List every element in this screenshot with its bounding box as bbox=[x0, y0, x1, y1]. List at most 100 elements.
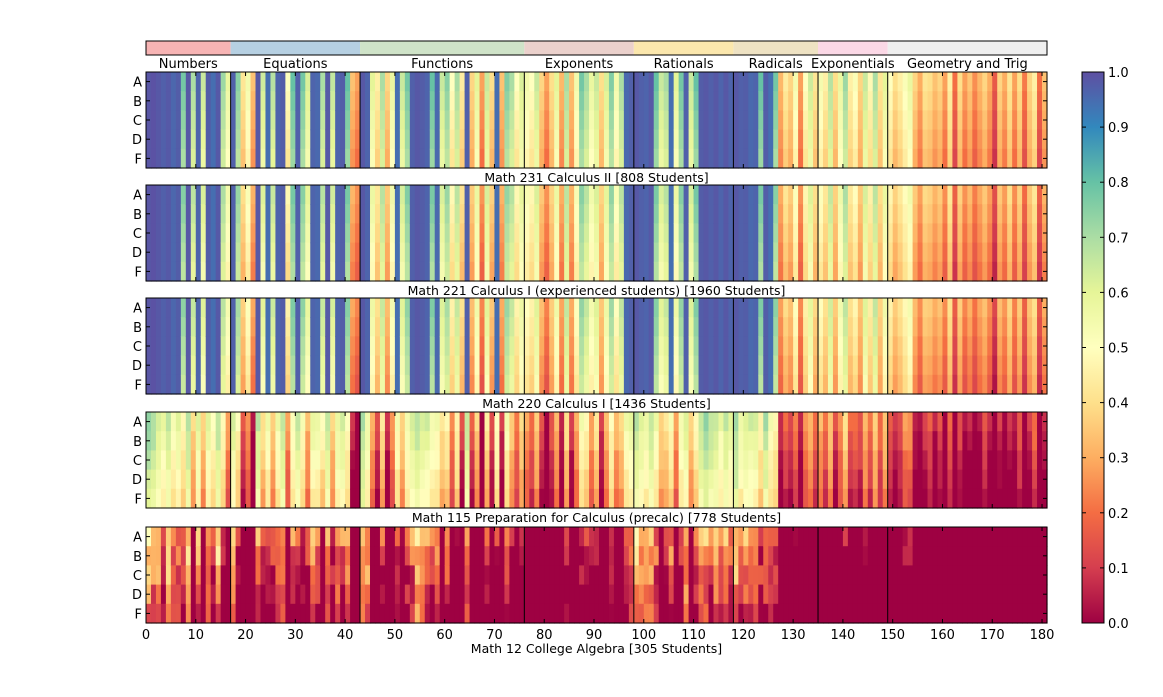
heatmap-cell bbox=[793, 72, 799, 92]
heatmap-cell bbox=[210, 565, 217, 586]
heatmap-cell bbox=[474, 204, 481, 224]
heatmap-cell bbox=[379, 242, 386, 263]
heatmap-cell bbox=[628, 450, 635, 471]
heatmap-cell bbox=[937, 204, 944, 224]
heatmap-cell bbox=[698, 129, 705, 150]
heatmap-cell bbox=[967, 336, 973, 357]
heatmap-cell bbox=[887, 129, 894, 150]
heatmap-cell bbox=[464, 431, 471, 451]
heatmap-cell bbox=[534, 298, 540, 318]
heatmap-cell bbox=[997, 527, 1003, 547]
heatmap-cell bbox=[633, 355, 640, 376]
heatmap-cell bbox=[783, 110, 789, 131]
heatmap-cell bbox=[1012, 412, 1018, 432]
heatmap-cell bbox=[648, 317, 655, 337]
heatmap-cell bbox=[394, 185, 401, 205]
heatmap-cell bbox=[205, 469, 212, 490]
heatmap-cell bbox=[1017, 242, 1023, 263]
heatmap-cell bbox=[514, 204, 520, 224]
heatmap-cell bbox=[748, 72, 754, 92]
heatmap-cell bbox=[355, 355, 361, 376]
heatmap-cell bbox=[743, 242, 749, 263]
heatmap-cell bbox=[763, 129, 769, 150]
heatmap-cell bbox=[559, 72, 565, 92]
heatmap-cell bbox=[862, 185, 869, 205]
heatmap-cell bbox=[479, 148, 486, 169]
heatmap-cell bbox=[813, 298, 819, 318]
heatmap-cell bbox=[1022, 412, 1028, 432]
heatmap-cell bbox=[643, 223, 650, 244]
heatmap-cell bbox=[260, 204, 267, 224]
heatmap-cell bbox=[180, 336, 187, 357]
heatmap-cell bbox=[808, 204, 814, 224]
heatmap-cell bbox=[394, 298, 401, 318]
heatmap-cell bbox=[175, 223, 182, 244]
heatmap-cell bbox=[827, 298, 834, 318]
heatmap-cell bbox=[763, 110, 769, 131]
heatmap-cell bbox=[952, 546, 958, 566]
heatmap-cell bbox=[877, 565, 884, 586]
heatmap-cell bbox=[713, 450, 720, 471]
row-label: F bbox=[135, 492, 142, 507]
heatmap-cell bbox=[1002, 488, 1008, 509]
heatmap-cell bbox=[713, 72, 720, 92]
heatmap-cell bbox=[972, 204, 978, 224]
heatmap-cell bbox=[827, 412, 834, 432]
heatmap-cell bbox=[165, 223, 172, 244]
heatmap-cell bbox=[758, 527, 764, 547]
heatmap-cell bbox=[444, 355, 451, 376]
heatmap-cell bbox=[723, 527, 730, 547]
heatmap-cell bbox=[290, 72, 296, 92]
heatmap-cell bbox=[594, 374, 600, 395]
heatmap-cell bbox=[608, 110, 615, 131]
heatmap-cell bbox=[230, 469, 237, 490]
heatmap-cell bbox=[180, 450, 187, 471]
heatmap-cell bbox=[713, 546, 720, 566]
heatmap-cell bbox=[653, 223, 660, 244]
heatmap-cell bbox=[185, 91, 192, 111]
heatmap-cell bbox=[519, 317, 525, 337]
heatmap-cell bbox=[474, 298, 481, 318]
heatmap-cell bbox=[360, 450, 366, 471]
heatmap-cell bbox=[409, 110, 416, 131]
heatmap-cell bbox=[509, 298, 515, 318]
heatmap-cell bbox=[180, 584, 187, 605]
heatmap-cell bbox=[803, 336, 809, 357]
heatmap-cell bbox=[539, 129, 545, 150]
heatmap-cell bbox=[160, 355, 167, 376]
heatmap-cell bbox=[464, 412, 471, 432]
heatmap-cell bbox=[932, 412, 939, 432]
heatmap-cell bbox=[922, 355, 929, 376]
heatmap-cell bbox=[439, 469, 446, 490]
heatmap-cell bbox=[379, 412, 386, 432]
heatmap-cell bbox=[603, 336, 610, 357]
heatmap-cell bbox=[872, 469, 879, 490]
heatmap-cell bbox=[977, 148, 983, 169]
heatmap-cell bbox=[235, 72, 242, 92]
heatmap-cell bbox=[1032, 298, 1038, 318]
heatmap-cell bbox=[852, 72, 859, 92]
heatmap-cell bbox=[345, 412, 351, 432]
heatmap-cell bbox=[310, 223, 316, 244]
heatmap-cell bbox=[200, 527, 207, 547]
heatmap-cell bbox=[365, 546, 371, 566]
heatmap-cell bbox=[758, 412, 764, 432]
heatmap-cell bbox=[379, 527, 386, 547]
heatmap-cell bbox=[962, 185, 968, 205]
heatmap-cell bbox=[952, 261, 958, 282]
heatmap-cell bbox=[270, 110, 277, 131]
heatmap-cell bbox=[922, 148, 929, 169]
heatmap-cell bbox=[190, 355, 197, 376]
heatmap-cell bbox=[847, 374, 854, 395]
heatmap-cell bbox=[663, 223, 670, 244]
heatmap-cell bbox=[469, 431, 476, 451]
heatmap-cell bbox=[374, 488, 381, 509]
heatmap-cell bbox=[987, 374, 993, 395]
heatmap-cell bbox=[997, 565, 1003, 586]
heatmap-cell bbox=[832, 204, 839, 224]
heatmap-cell bbox=[160, 129, 167, 150]
heatmap-cell bbox=[688, 204, 695, 224]
heatmap-cell bbox=[275, 242, 282, 263]
heatmap-cell bbox=[335, 298, 341, 318]
heatmap-cell bbox=[554, 584, 560, 605]
